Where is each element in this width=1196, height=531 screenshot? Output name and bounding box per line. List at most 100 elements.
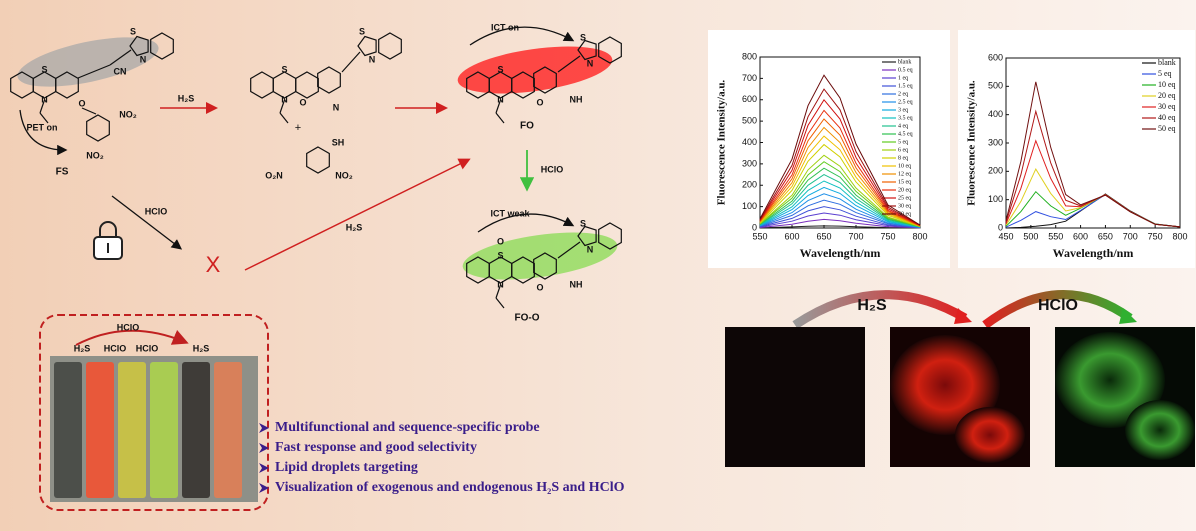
vial-top-label: HClO <box>117 322 140 332</box>
x-tick-label: 650 <box>1098 231 1113 241</box>
y-tick-label: 500 <box>988 81 1003 91</box>
imaging-label: HClO <box>1038 297 1078 314</box>
x-tick-label: 600 <box>1073 231 1088 241</box>
x-tick-label: 500 <box>1023 231 1038 241</box>
legend-label: 5 eq <box>898 139 908 145</box>
spectrum-line <box>1005 81 1181 228</box>
y-tick-label: 300 <box>988 137 1003 147</box>
state-label: ICT on <box>491 22 519 32</box>
atom: S <box>497 64 503 74</box>
atom: S <box>359 26 365 36</box>
lock-icon <box>93 221 123 260</box>
reaction-arrow <box>111 195 183 250</box>
atom: N <box>41 94 48 104</box>
bond <box>77 64 111 79</box>
atom: N <box>369 54 376 64</box>
bond <box>557 55 581 73</box>
x-tick-label: 450 <box>998 231 1013 241</box>
spectrum-line <box>759 225 921 229</box>
x-tick-label: 800 <box>1172 231 1187 241</box>
legend-label: 20 eq <box>898 187 911 193</box>
spectrum-line <box>759 143 921 227</box>
reagent-label: HClO <box>145 206 168 216</box>
atom: S <box>41 64 47 74</box>
atom: S <box>580 218 586 228</box>
y-axis-label: Fluorescence Intensity/a.u. <box>716 80 728 206</box>
y-tick-label: 100 <box>988 194 1003 204</box>
legend-label: 5 eq <box>1158 69 1172 78</box>
ring <box>357 35 377 57</box>
atom: O <box>497 236 504 246</box>
y-tick-label: 600 <box>742 94 757 104</box>
vial-label: HClO <box>104 343 127 353</box>
y-tick-label: 800 <box>742 51 757 61</box>
cell-signal <box>1125 400 1195 460</box>
compound-label: FS <box>56 167 69 178</box>
legend-label: 50 eq <box>898 211 911 217</box>
y-tick-label: 500 <box>742 116 757 126</box>
spectrum-line <box>759 98 921 226</box>
legend-label: 2 eq <box>898 91 908 97</box>
ring <box>129 35 149 57</box>
ring <box>378 32 402 60</box>
atom: O₂N <box>265 170 283 180</box>
legend-label: 30 eq <box>898 203 911 209</box>
atom: SH <box>332 137 345 147</box>
vial-label: H₂S <box>74 343 91 353</box>
atom: NH <box>570 279 583 289</box>
spectrum-line <box>759 180 921 228</box>
legend-label: 10 eq <box>898 163 911 169</box>
atom: NO₂ <box>335 170 353 180</box>
x-tick-label: 700 <box>848 231 863 241</box>
atom: N <box>497 94 504 104</box>
ring <box>598 36 622 64</box>
atom: O <box>299 97 306 107</box>
y-tick-label: 200 <box>988 166 1003 176</box>
ring <box>577 225 597 247</box>
highlight: Visualization of exogenous and endogenou… <box>275 480 625 495</box>
arrow-head <box>954 308 972 324</box>
arrow-head <box>1119 308 1137 324</box>
cell-signal <box>955 407 1025 463</box>
vial-photo <box>50 356 258 502</box>
atom: CN <box>114 66 127 76</box>
legend-label: 6 eq <box>898 147 908 153</box>
spectrum-line <box>759 193 921 228</box>
y-tick-label: 600 <box>988 52 1003 62</box>
legend-label: 2.5 eq <box>898 99 913 105</box>
bond <box>341 51 361 73</box>
x-tick-label: 750 <box>1148 231 1163 241</box>
legend-label: 4.5 eq <box>898 131 913 137</box>
imaging-label: H₂S <box>857 297 887 314</box>
legend-label: 10 eq <box>1158 80 1176 89</box>
blocked-mark: X <box>206 252 221 277</box>
x-tick-label: 650 <box>816 231 831 241</box>
ring <box>150 32 174 60</box>
legend-label: 15 eq <box>898 179 911 185</box>
atom: S <box>497 250 503 260</box>
spectrum-line <box>759 74 921 226</box>
highlight-list: Multifunctional and sequence-specific pr… <box>259 420 625 495</box>
spectrum-line <box>759 88 921 226</box>
x-tick-label: 600 <box>784 231 799 241</box>
atom: S <box>281 64 287 74</box>
y-tick-label: 100 <box>742 201 757 211</box>
compound-label: FO-O <box>515 313 540 324</box>
x-tick-label: 550 <box>752 231 767 241</box>
molecules <box>10 32 622 309</box>
atom: O <box>78 98 85 108</box>
imaging-arrow <box>792 290 968 329</box>
bond <box>279 112 289 124</box>
reaction-arrow <box>244 158 471 271</box>
atom: N <box>140 54 147 64</box>
bond <box>495 99 502 114</box>
bond <box>81 107 97 115</box>
bond <box>39 99 46 114</box>
state-label: PET on <box>27 122 58 132</box>
y-tick-label: 400 <box>742 137 757 147</box>
state-label: ICT weak <box>490 208 530 218</box>
vial-label: H₂S <box>193 343 210 353</box>
legend-label: 3.5 eq <box>898 115 913 121</box>
vial-label: HClO <box>136 343 159 353</box>
